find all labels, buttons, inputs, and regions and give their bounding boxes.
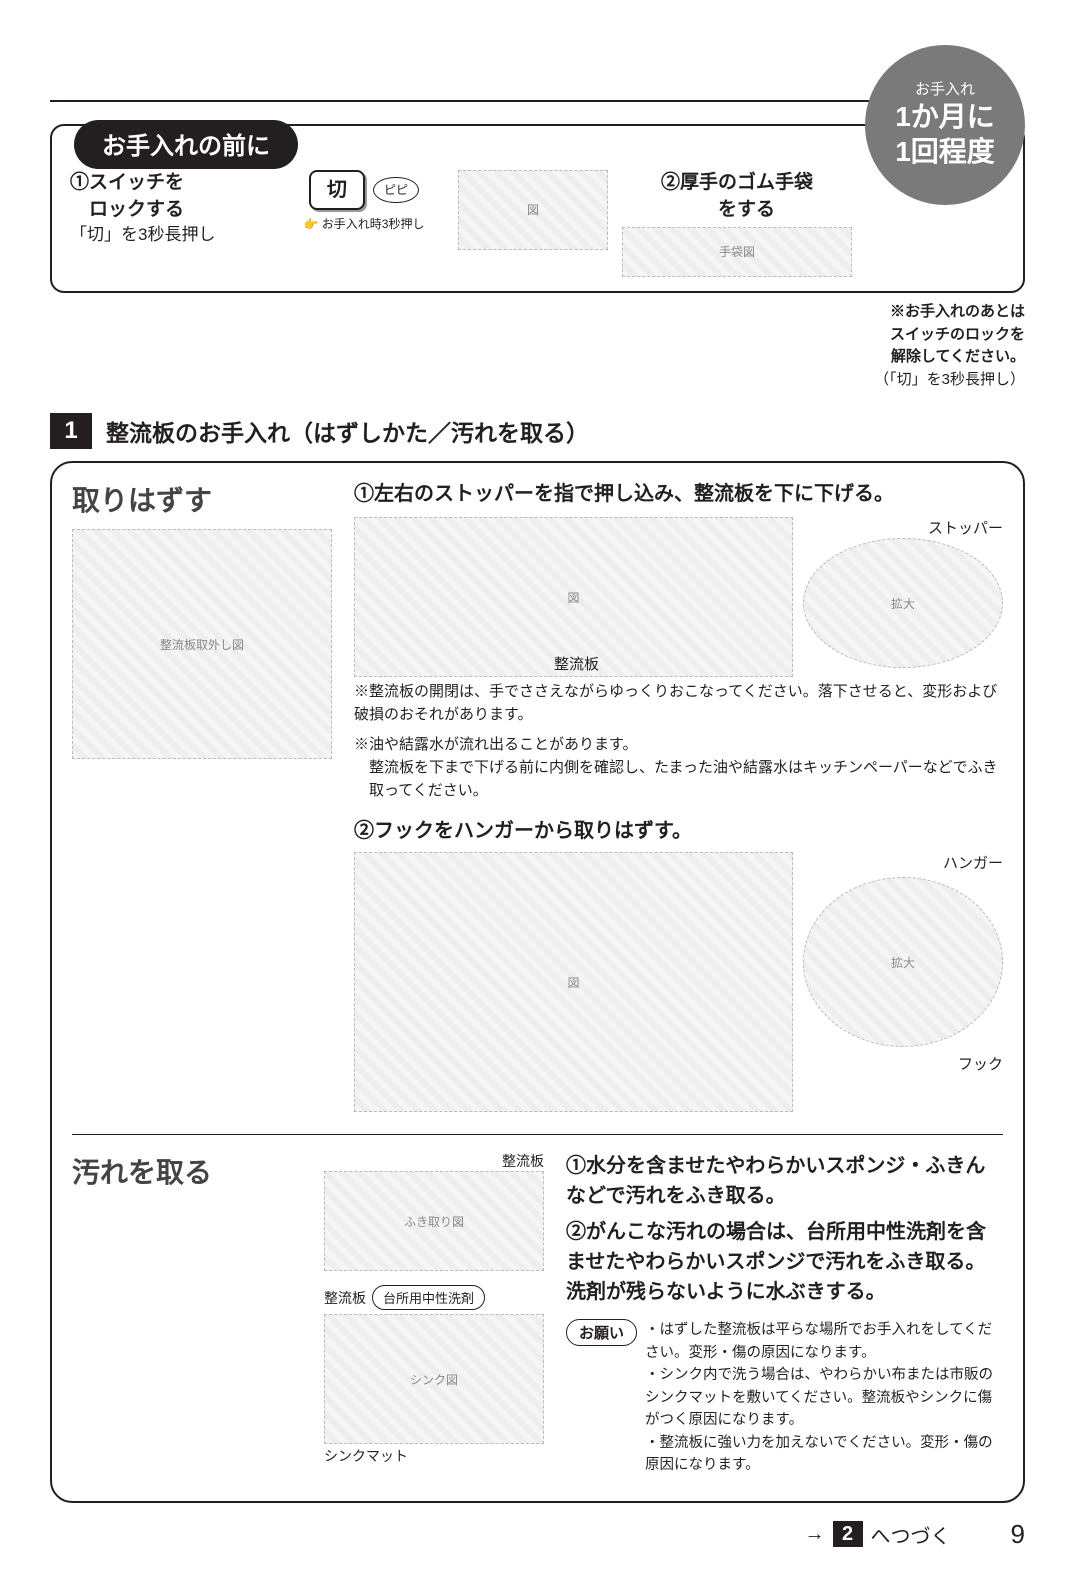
preparation-title: お手入れの前に xyxy=(74,120,298,169)
beep-bubble: ピピ xyxy=(373,177,419,204)
page-number: 9 xyxy=(1011,1519,1025,1550)
clean-label-plate-top: 整流板 xyxy=(324,1151,544,1171)
remove-heading: 取りはずす xyxy=(72,479,332,519)
prep-gloves-h2: をする xyxy=(622,197,852,224)
section-1-title: 整流板のお手入れ（はずしかた／汚れを取る） xyxy=(106,414,589,448)
continue-indicator: → 2 へつづく xyxy=(805,1520,951,1549)
frequency-badge: お手入れ 1か月に 1回程度 xyxy=(865,45,1025,205)
main-panel: 取りはずす 整流板取外し図 ①左右のストッパーを指で押し込み、整流板を下に下げる… xyxy=(50,461,1025,1503)
section-1-num: 1 xyxy=(50,413,92,449)
footer-next-num: 2 xyxy=(833,1521,863,1547)
clean-illust-wipe: ふき取り図 xyxy=(324,1171,544,1271)
post-note-sub: （「切」を3秒長押し） xyxy=(50,369,1025,392)
clean-left: 汚れを取る xyxy=(72,1151,302,1476)
label-hook: フック xyxy=(803,1053,1003,1074)
top-rule xyxy=(50,100,875,102)
freq-line1: 1か月に xyxy=(895,99,995,134)
clean-label-plate-btm: 整流板 xyxy=(324,1288,366,1308)
clean-req3: ・整流板に強い力を加えないでください。変形・傷の原因になります。 xyxy=(645,1432,1003,1477)
page-footer: → 2 へつづく 9 xyxy=(50,1519,1025,1550)
remove-illust-hook-detail: 拡大 xyxy=(803,877,1003,1047)
clean-illust-sink: シンク図 xyxy=(324,1314,544,1444)
freq-line2: 1回程度 xyxy=(895,134,995,169)
clean-step1: ①水分を含ませたやわらかいスポンジ・ふきんなどで汚れをふき取る。 xyxy=(566,1151,1003,1211)
remove-row: 取りはずす 整流板取外し図 ①左右のストッパーを指で押し込み、整流板を下に下げる… xyxy=(72,479,1003,1112)
remove-illust-overall: 整流板取外し図 xyxy=(72,529,332,759)
clean-right: ①水分を含ませたやわらかいスポンジ・ふきんなどで汚れをふき取る。 ②がんこな汚れ… xyxy=(566,1151,1003,1476)
remove-illust-step2: 図 xyxy=(354,852,793,1112)
clean-heading: 汚れを取る xyxy=(72,1151,302,1191)
footer-cont-text: へつづく xyxy=(871,1520,951,1549)
prep-gloves-h1: ②厚手のゴム手袋 xyxy=(622,170,852,197)
prep-col-gloves: ②厚手のゴム手袋 をする 手袋図 xyxy=(622,170,852,277)
remove-step1: ①左右のストッパーを指で押し込み、整流板を下に下げる。 xyxy=(354,479,1003,509)
post-note-l3: 解除してください。 xyxy=(50,346,1025,369)
panel-divider xyxy=(72,1134,1003,1135)
remove-left: 取りはずす 整流板取外し図 xyxy=(72,479,332,1112)
prep-col-key: 切 ピピ 👉 お手入れ時3秒押し xyxy=(284,170,444,233)
clean-mid: 整流板 ふき取り図 整流板 台所用中性洗剤 シンク図 シンクマット xyxy=(324,1151,544,1476)
remove-illust-stopper-detail: 拡大 xyxy=(803,538,1003,668)
footer-arrow: → xyxy=(805,1523,825,1546)
hold-note: 👉 お手入れ時3秒押し xyxy=(284,216,444,233)
prep-lock-note: 「切」を3秒長押し xyxy=(70,223,270,247)
clean-row: 汚れを取る 整流板 ふき取り図 整流板 台所用中性洗剤 シンク図 シンクマット … xyxy=(72,1151,1003,1476)
prep-illust-glove: 手袋図 xyxy=(622,227,852,277)
remove-note1: ※整流板の開閉は、手でささえながらゆっくりおこなってください。落下させると、変形… xyxy=(354,680,1003,727)
request-label: お願い xyxy=(566,1319,637,1346)
remove-step2: ②フックをハンガーから取りはずす。 xyxy=(354,816,1003,846)
prep-lock-h2: ロックする xyxy=(70,197,270,224)
section-1-header: 1 整流板のお手入れ（はずしかた／汚れを取る） xyxy=(50,413,1025,449)
post-note: ※お手入れのあとは スイッチのロックを 解除してください。 （「切」を3秒長押し… xyxy=(50,301,1025,391)
post-note-l1: ※お手入れのあとは xyxy=(50,301,1025,324)
post-note-l2: スイッチのロックを xyxy=(50,324,1025,347)
remove-right: ①左右のストッパーを指で押し込み、整流板を下に下げる。 図 ストッパー 拡大 整… xyxy=(354,479,1003,1112)
freq-small: お手入れ xyxy=(915,81,975,100)
remove-note2: ※油や結露水が流れ出ることがあります。 整流板を下まで下げる前に内側を確認し、た… xyxy=(354,733,1003,803)
label-stopper: ストッパー xyxy=(803,517,1003,538)
clean-req2: ・シンク内で洗う場合は、やわらかい布または市販のシンクマットを敷いてください。整… xyxy=(645,1364,1003,1431)
clean-label-detergent: 台所用中性洗剤 xyxy=(372,1285,485,1310)
prep-illust-hand: 図 xyxy=(458,170,608,250)
label-hanger: ハンガー xyxy=(803,852,1003,873)
clean-label-sinkmat: シンクマット xyxy=(324,1446,544,1466)
prep-lock-h1: ①スイッチを xyxy=(70,170,270,197)
prep-col-illust1: 図 xyxy=(458,170,608,250)
prep-col-lock: ①スイッチを ロックする 「切」を3秒長押し xyxy=(70,170,270,247)
off-key: 切 xyxy=(309,170,365,210)
clean-req1: ・はずした整流板は平らな場所でお手入れをしてください。変形・傷の原因になります。 xyxy=(645,1319,1003,1364)
clean-step2: ②がんこな汚れの場合は、台所用中性洗剤を含ませたやわらかいスポンジで汚れをふき取… xyxy=(566,1217,1003,1307)
